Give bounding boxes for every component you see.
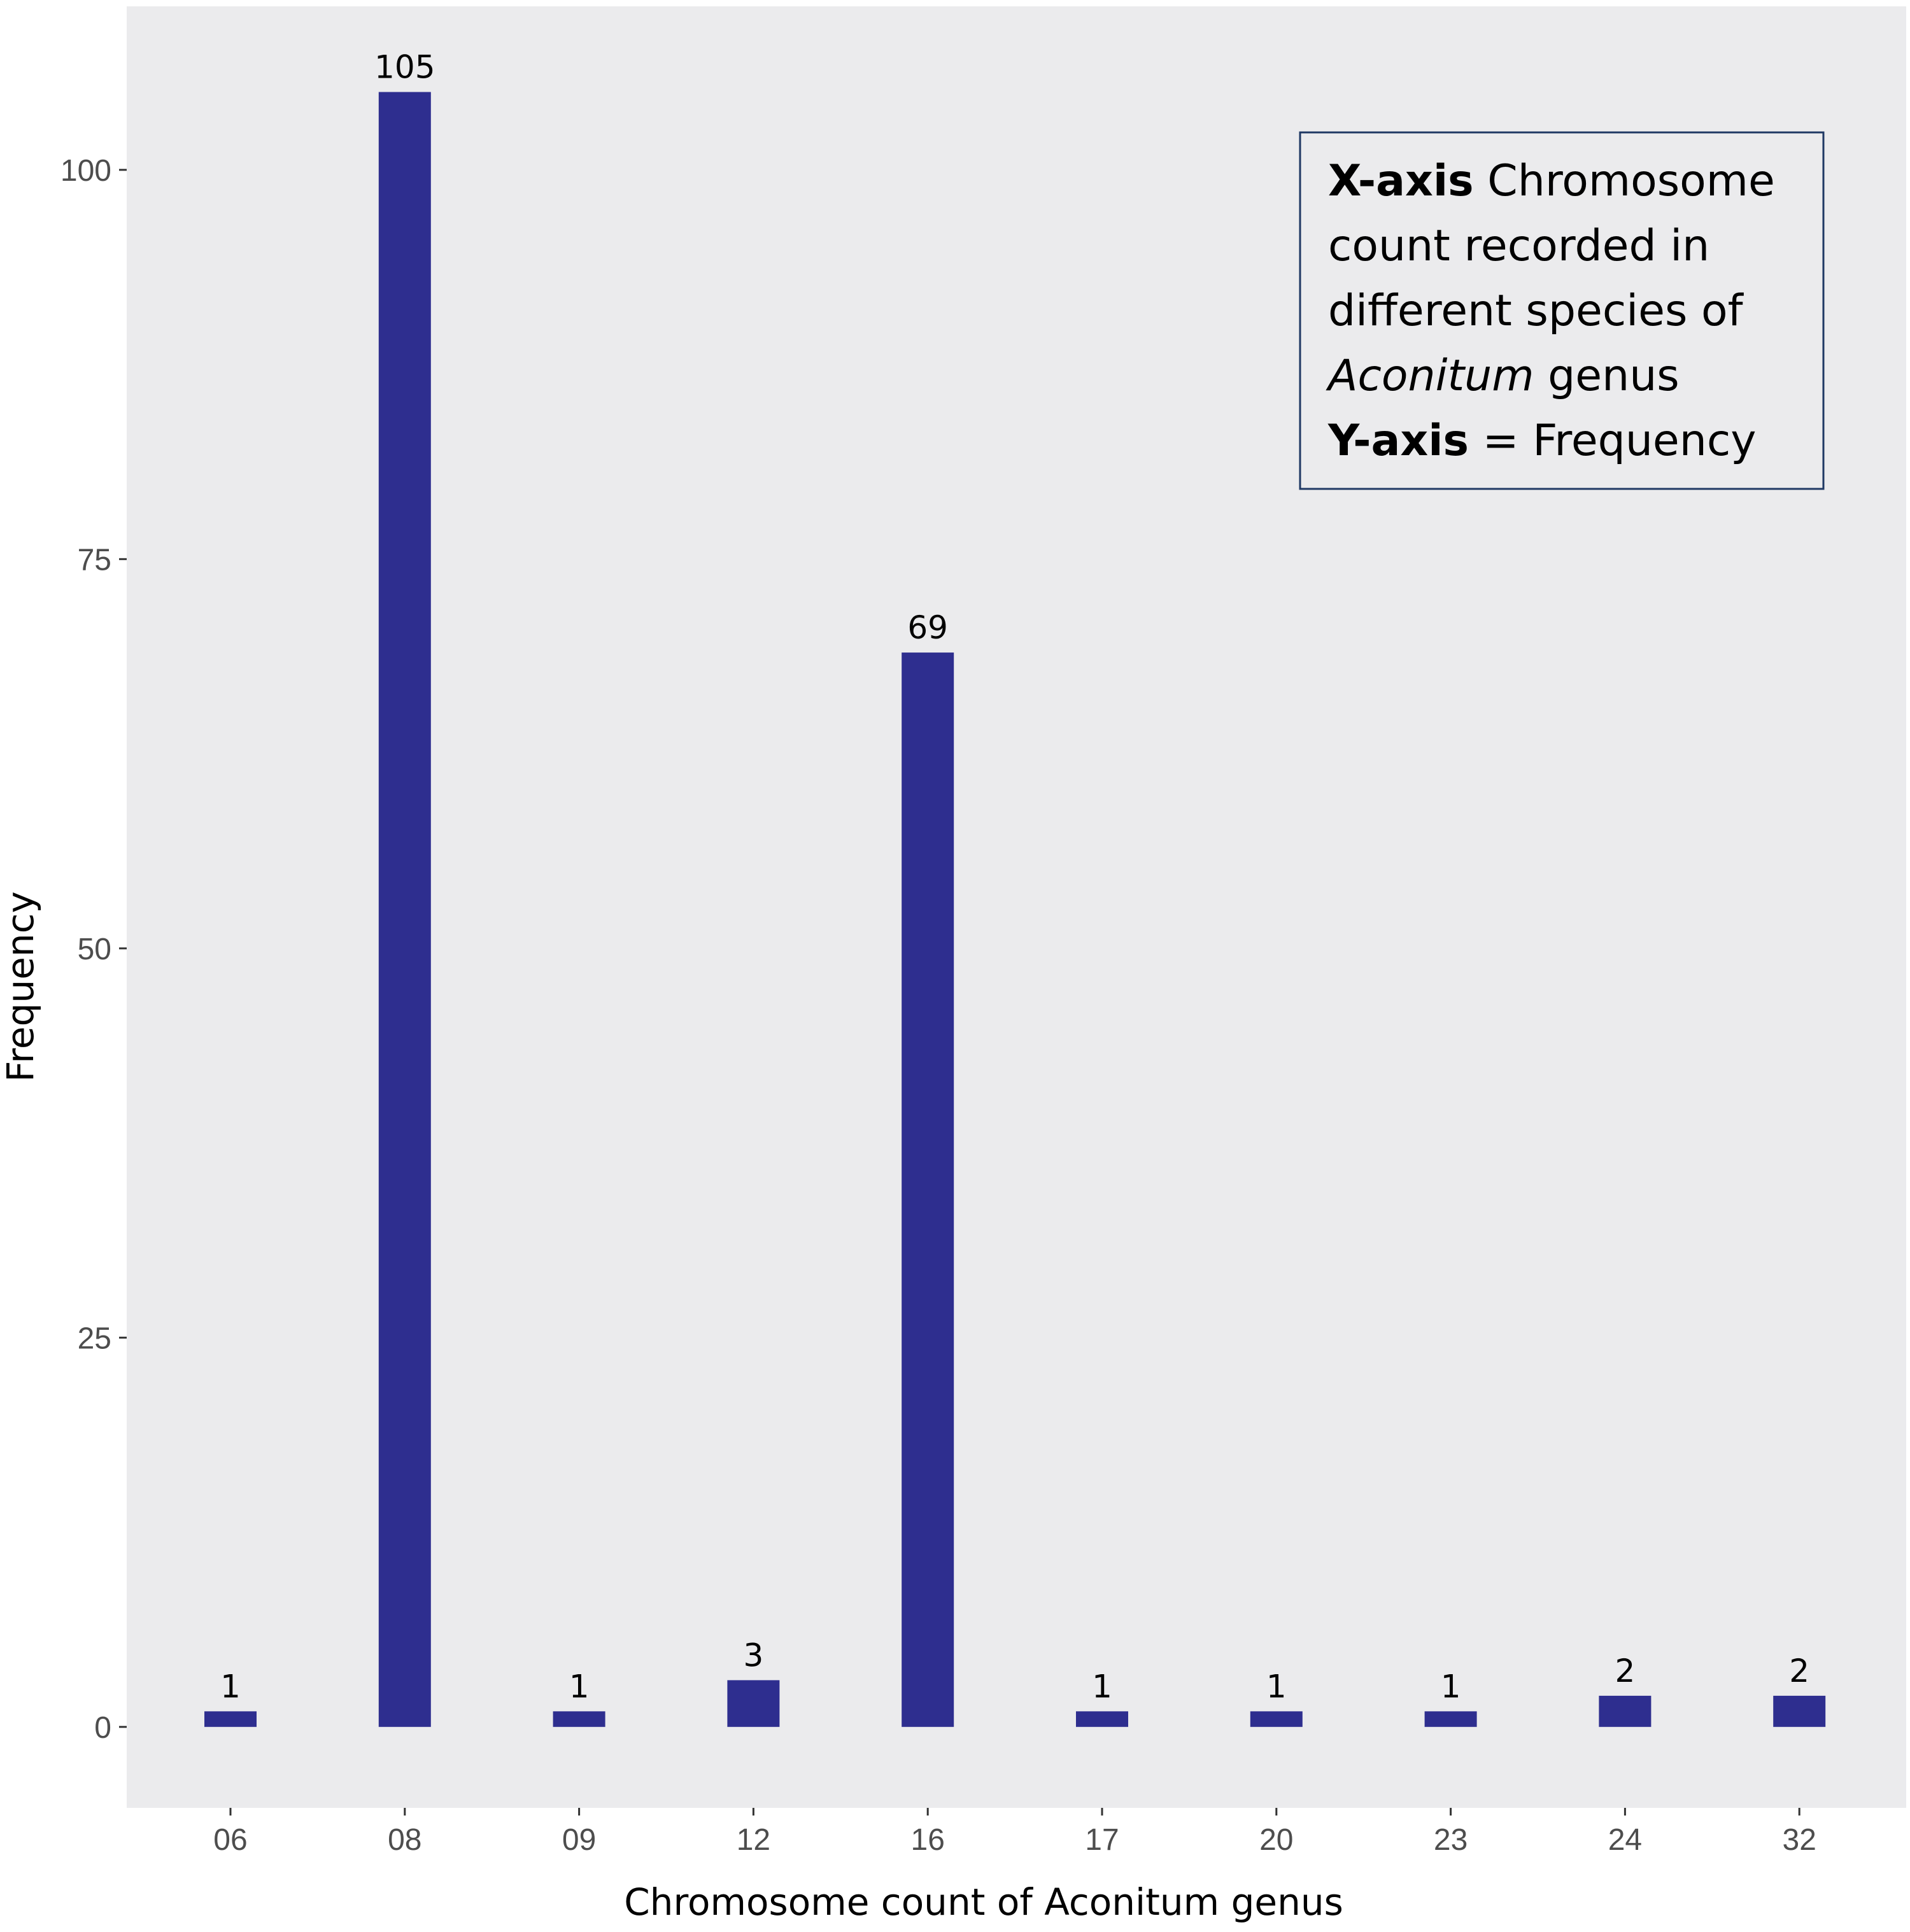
x-tick-label: 12: [737, 1823, 770, 1857]
x-axis-title: Chromosome count of Aconitum genus: [624, 1880, 1343, 1924]
bar-labels: 1 105 1 3 69 1 1 1 2 2: [220, 49, 1809, 1705]
bar: [1599, 1695, 1652, 1727]
y-tick-label: 100: [60, 154, 111, 188]
bar: [1424, 1711, 1477, 1727]
x-axis-text-4: genus: [1534, 351, 1680, 401]
bar: [1076, 1711, 1128, 1727]
bars: [204, 92, 1826, 1727]
info-line-2: count recorded in: [1328, 221, 1709, 271]
bar: [1250, 1711, 1303, 1727]
aconitum-italic: Aconitum: [1326, 351, 1534, 401]
info-line-4: Aconitum genus: [1326, 351, 1680, 401]
bar: [204, 1711, 257, 1727]
info-line-1: X-axis Chromosome: [1328, 156, 1775, 206]
y-axis-text: = Frequency: [1469, 416, 1757, 466]
bar-value-label: 1: [1441, 1668, 1461, 1705]
info-box-border: [1299, 131, 1825, 490]
y-axis-title: Frequency: [0, 891, 42, 1082]
bar-value-label: 3: [743, 1637, 763, 1674]
bar-value-label: 1: [1092, 1668, 1112, 1705]
x-axis: 06 08 09 12 16 17 20 23 24 32: [213, 1808, 1816, 1857]
bar-value-label: 1: [569, 1668, 590, 1705]
bar-value-label: 105: [374, 49, 435, 86]
y-tick-label: 25: [78, 1322, 111, 1355]
x-tick-label: 16: [911, 1823, 945, 1857]
x-tick-label: 23: [1434, 1823, 1468, 1857]
bar-value-label: 2: [1789, 1653, 1809, 1689]
x-axis-bold: X-axis: [1328, 156, 1474, 206]
bar-value-label: 69: [907, 609, 948, 646]
y-tick-label: 50: [78, 933, 111, 966]
x-tick-label: 08: [388, 1823, 421, 1857]
x-tick-label: 20: [1259, 1823, 1293, 1857]
bar: [553, 1711, 605, 1727]
bar-value-label: 1: [220, 1668, 241, 1705]
y-tick-label: 0: [94, 1711, 111, 1745]
info-line-5: Y-axis = Frequency: [1327, 416, 1757, 466]
info-box: X-axis Chromosome count recorded in diff…: [1299, 131, 1825, 490]
x-tick-label: 24: [1608, 1823, 1642, 1857]
x-tick-label: 06: [213, 1823, 247, 1857]
info-line-3: different species of: [1328, 286, 1744, 336]
bar: [727, 1680, 780, 1727]
y-axis-bold: Y-axis: [1327, 416, 1469, 466]
y-axis: 0 25 50 75 100: [60, 154, 127, 1745]
bar: [902, 652, 954, 1727]
y-tick-label: 75: [78, 543, 111, 577]
bar: [378, 92, 431, 1727]
bar: [1773, 1695, 1826, 1727]
x-tick-label: 09: [562, 1823, 596, 1857]
bar-value-label: 2: [1615, 1653, 1635, 1689]
x-tick-label: 32: [1783, 1823, 1816, 1857]
x-tick-label: 17: [1085, 1823, 1119, 1857]
x-axis-text-1: Chromosome: [1474, 156, 1775, 206]
bar-value-label: 1: [1266, 1668, 1287, 1705]
